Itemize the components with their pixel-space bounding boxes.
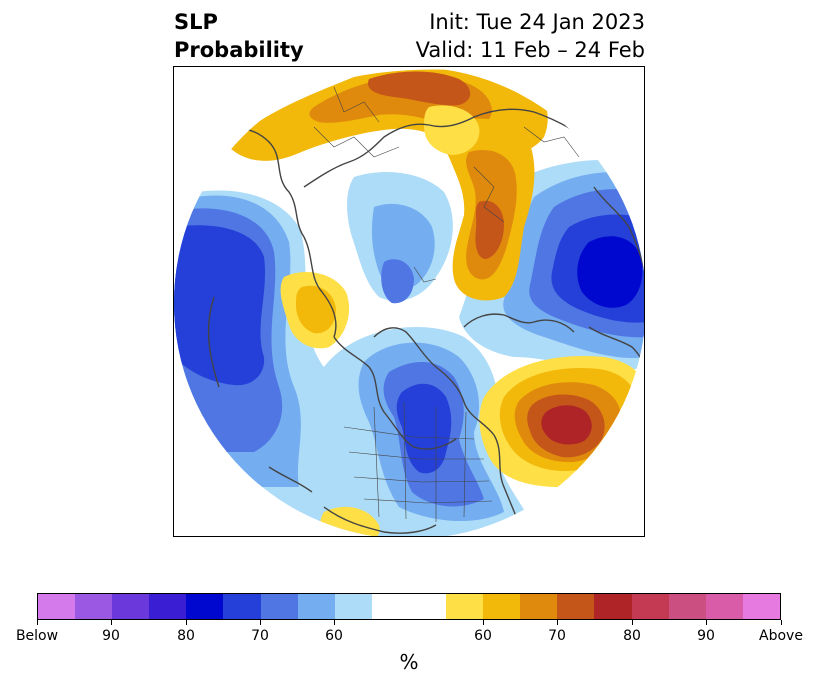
colorbar-tick-label: 80 [623, 628, 641, 644]
colorbar-cell [334, 594, 372, 619]
colorbar-unit-label: % [399, 650, 419, 674]
atlantic-red [541, 405, 592, 445]
siberia-rust [475, 200, 504, 259]
colorbar-cell [149, 594, 187, 619]
colorbar-cell [260, 594, 298, 619]
colorbar-cell [223, 594, 261, 619]
colorbar-cell [520, 594, 558, 619]
colorbar-tick-label: 60 [474, 628, 492, 644]
colorbar-cell [371, 594, 409, 619]
colorbar-cell [557, 594, 595, 619]
east-blue-darkest [577, 236, 643, 308]
map-svg [174, 67, 644, 536]
colorbar-tick [186, 620, 187, 625]
colorbar-cell [75, 594, 113, 619]
colorbar-tick [781, 620, 782, 625]
polar-yellow [424, 105, 480, 155]
colorbar-cell [408, 594, 447, 619]
colorbar-cell [631, 594, 669, 619]
colorbar-tick [706, 620, 707, 625]
colorbar-cell [668, 594, 706, 619]
colorbar [37, 593, 781, 620]
colorbar-tick-label: 90 [697, 628, 715, 644]
colorbar-tick [557, 620, 558, 625]
arctic-blue-med [381, 259, 414, 304]
colorbar-tick-label: 90 [102, 628, 120, 644]
colorbar-cell [446, 594, 484, 619]
colorbar-cell [38, 594, 76, 619]
title-right: Init: Tue 24 Jan 2023 Valid: 11 Feb – 24… [416, 8, 645, 64]
colorbar-cell [742, 594, 780, 619]
colorbar-tick [260, 620, 261, 625]
colorbar-tick-label: 60 [325, 628, 343, 644]
colorbar-tick [37, 620, 38, 625]
probability-map [173, 66, 645, 537]
title-left: SLP Probability [174, 8, 304, 64]
colorbar-tick-label: Below [15, 628, 59, 644]
colorbar-tick [483, 620, 484, 625]
colorbar-tick-label: Above [759, 628, 803, 644]
title-variable: SLP [174, 10, 218, 34]
na-blue-deep [396, 383, 452, 474]
colorbar-tick-label: 70 [548, 628, 566, 644]
north-rust [368, 71, 471, 106]
colorbar-tick-label: 80 [177, 628, 195, 644]
colorbar-cell [594, 594, 632, 619]
valid-range: Valid: 11 Feb – 24 Feb [415, 38, 645, 62]
colorbar-tick-label: 70 [251, 628, 269, 644]
colorbar-cell [186, 594, 224, 619]
colorbar-cell [297, 594, 335, 619]
colorbar-cell [483, 594, 521, 619]
borders [313, 86, 580, 522]
colorbar-tick [334, 620, 335, 625]
colorbar-cell [112, 594, 150, 619]
colorbar-cell [705, 594, 743, 619]
init-date: Init: Tue 24 Jan 2023 [429, 10, 645, 34]
colorbar-tick [632, 620, 633, 625]
west-blue-deep [174, 225, 266, 386]
colorbar-tick [111, 620, 112, 625]
title-probability: Probability [174, 38, 304, 62]
